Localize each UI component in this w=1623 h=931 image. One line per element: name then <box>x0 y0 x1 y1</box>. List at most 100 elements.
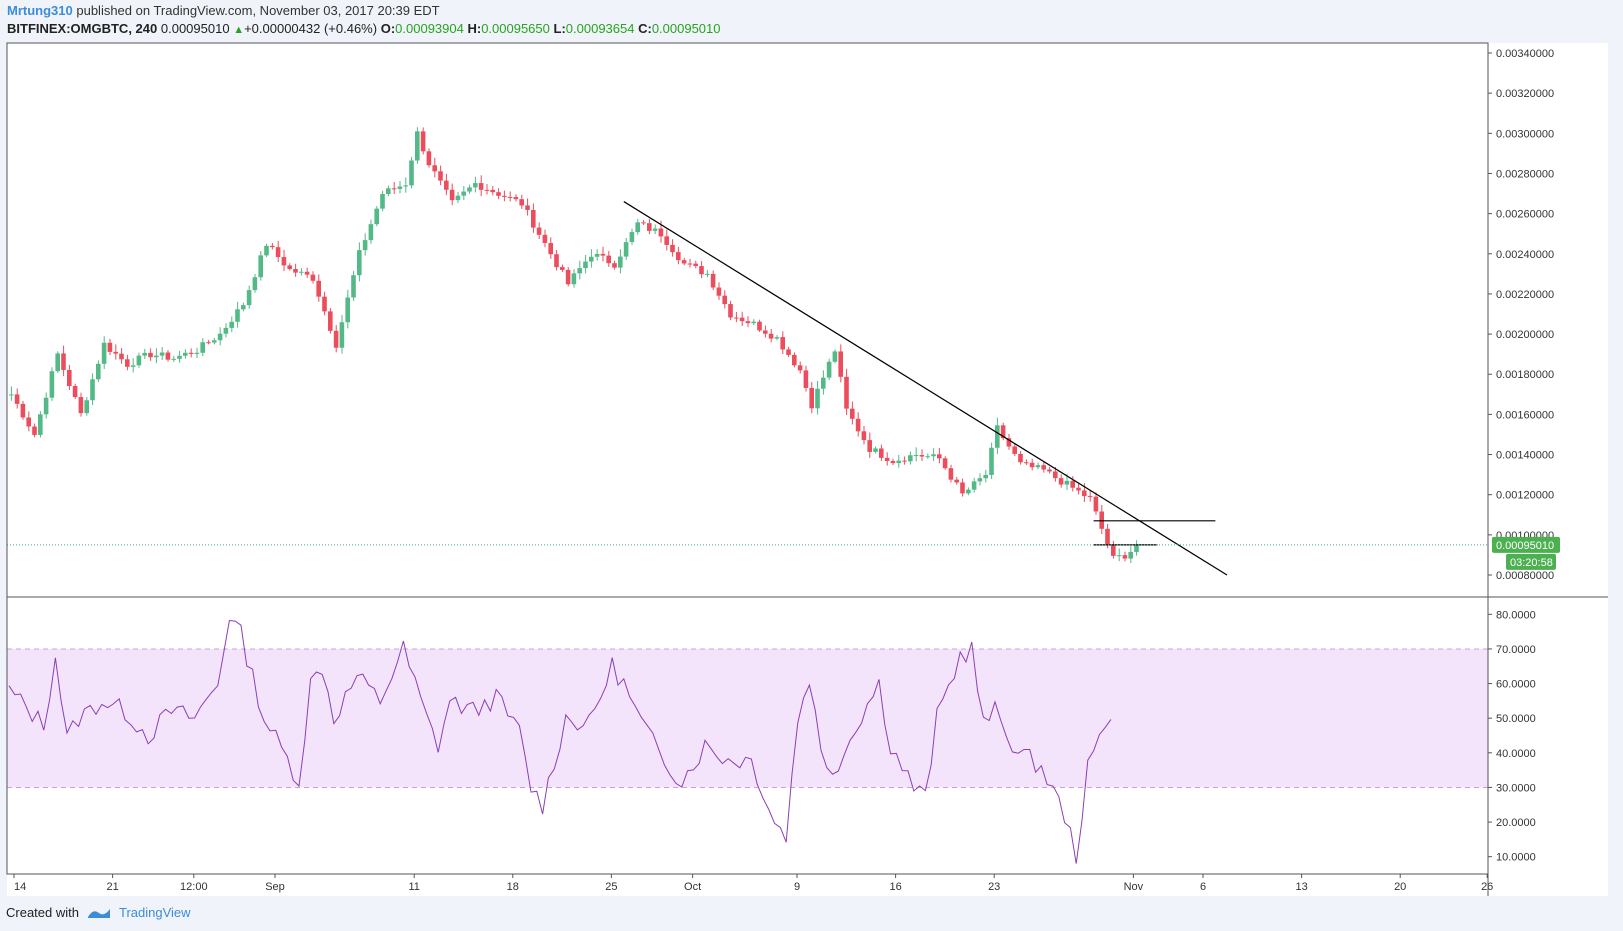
candle-body <box>264 245 269 256</box>
time-tick-label: 16 <box>889 881 901 893</box>
candle-body <box>867 440 872 452</box>
candle-body <box>989 447 994 475</box>
candle-body <box>101 342 107 364</box>
candle-body <box>107 342 113 352</box>
candle-body <box>148 352 153 358</box>
candle-body <box>739 317 745 322</box>
candle-body <box>177 355 182 359</box>
candle-body <box>652 228 658 231</box>
price-tick-label: 0.00180000 <box>1496 369 1554 381</box>
candle-body <box>693 263 698 267</box>
candle-body <box>583 261 588 269</box>
candle-body <box>339 322 345 348</box>
candle-body <box>1053 471 1058 479</box>
time-tick-label: 25 <box>605 881 617 893</box>
candle-body <box>1070 480 1075 488</box>
high-value: 0.00095650 <box>481 21 550 36</box>
candle-body <box>136 355 142 366</box>
candle-body <box>722 295 727 305</box>
publish-text: published on TradingView.com, November 0… <box>76 3 440 18</box>
candle-body <box>780 337 785 350</box>
candle-body <box>995 425 1000 448</box>
candle-body <box>728 304 733 318</box>
price-tick-label: 0.00200000 <box>1496 329 1554 341</box>
time-tick-label: Oct <box>684 881 701 893</box>
candle-body <box>745 321 751 324</box>
candle-body <box>72 386 78 398</box>
candle-body <box>403 185 408 187</box>
candle-body <box>542 234 548 244</box>
candle-body <box>154 355 159 358</box>
price-tick-label: 0.00240000 <box>1496 249 1554 261</box>
time-tick-label: 11 <box>408 881 419 893</box>
candle-body <box>490 189 495 193</box>
candle-body <box>763 330 768 334</box>
rsi-line <box>8 619 1112 864</box>
candle-body <box>96 363 101 380</box>
candle-body <box>386 188 391 195</box>
candle-body <box>1006 438 1012 447</box>
candle-body <box>844 376 849 409</box>
candle-body <box>1122 555 1128 559</box>
candle-body <box>821 377 826 389</box>
candle-body <box>536 227 542 235</box>
candle-body <box>1105 528 1110 545</box>
candle-body <box>368 224 374 241</box>
high-label: H: <box>467 21 482 36</box>
candle-body <box>345 297 350 323</box>
candle-body <box>1116 555 1122 557</box>
candle-body <box>9 394 14 396</box>
time-tick-label: 12:00 <box>180 881 208 893</box>
candle-body <box>275 247 281 258</box>
candle-body <box>838 351 843 377</box>
candle-body <box>241 305 246 310</box>
candle-body <box>873 448 878 452</box>
candle-body <box>884 457 890 462</box>
candle-body <box>409 160 414 186</box>
candle-body <box>612 263 617 268</box>
candle-body <box>786 349 791 355</box>
candle-body <box>687 263 693 265</box>
candle-body <box>635 222 640 233</box>
candle-body <box>1029 462 1035 468</box>
candle-body <box>757 321 762 331</box>
candle-body <box>1128 551 1133 559</box>
created-with-label: Created with <box>6 905 79 920</box>
candle-body <box>1082 490 1087 497</box>
candle-body <box>212 340 217 343</box>
candle-body <box>600 253 606 256</box>
price-tick-label: 0.00160000 <box>1496 409 1554 421</box>
candle-body <box>618 256 623 268</box>
candle-body <box>954 479 959 483</box>
trendline[interactable] <box>623 201 1228 576</box>
candle-body <box>194 352 200 354</box>
candle-body <box>966 489 971 494</box>
price-tick-label: 0.00220000 <box>1496 289 1554 301</box>
candle-body <box>374 208 379 225</box>
author-link[interactable]: Mrtung310 <box>7 3 73 18</box>
candle-body <box>270 245 275 248</box>
candle-body <box>681 260 687 264</box>
time-axis-bg <box>7 874 1608 896</box>
candle-body <box>78 397 84 414</box>
candle-body <box>855 418 861 432</box>
candle-body <box>362 240 368 251</box>
candle-body <box>293 269 298 273</box>
candle-body <box>159 352 165 356</box>
candle-body <box>565 269 571 285</box>
rsi-band <box>7 648 1488 788</box>
candle-body <box>670 244 675 253</box>
time-tick-label: 9 <box>794 881 800 893</box>
candle-body <box>32 426 37 435</box>
tradingview-link[interactable]: TradingView <box>118 905 191 920</box>
candle-body <box>229 321 234 328</box>
rsi-tick-label: 20.0000 <box>1496 817 1536 829</box>
candle-body <box>467 187 472 192</box>
candle-body <box>1093 496 1099 512</box>
candle-body <box>49 371 55 398</box>
candle-body <box>942 458 948 469</box>
time-tick-label: 26 <box>1481 881 1493 893</box>
rsi-tick-label: 30.0000 <box>1496 782 1536 794</box>
candle-body <box>217 333 223 341</box>
